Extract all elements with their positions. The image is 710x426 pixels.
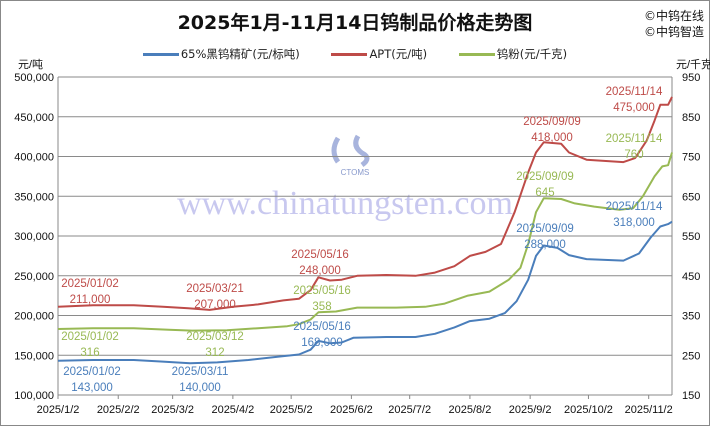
y-tick-right: 250 (682, 350, 700, 362)
series-line-2 (57, 152, 673, 332)
copyright-line: ©中钨智造 (643, 25, 704, 39)
y-tick-right: 150 (682, 390, 700, 402)
legend-item-concentrate: 65%黑钨精矿(元/标吨) (142, 46, 300, 62)
x-tick-label: 2025/7/2 (388, 404, 431, 416)
data-label-value: 316 (80, 347, 99, 359)
data-label-value: 312 (205, 347, 224, 359)
legend-item-powder: 钨粉(元/千克) (458, 46, 568, 62)
data-label-value: 760 (624, 149, 643, 161)
y-tick-left: 500,000 (14, 72, 54, 84)
data-label-value: 168,000 (301, 337, 343, 349)
data-label-date: 2025/03/11 (172, 366, 229, 378)
x-tick-label: 2025/6/2 (330, 404, 373, 416)
left-axis-unit: 元/吨 (18, 58, 43, 71)
y-tick-right: 750 (682, 152, 700, 164)
data-label-date: 2025/09/09 (516, 223, 574, 235)
data-label-value: 358 (312, 301, 331, 313)
data-label-value: 248,000 (299, 265, 341, 277)
data-label-date: 2025/11/14 (606, 201, 663, 213)
data-label-date: 2025/03/21 (186, 283, 244, 295)
data-label-date: 2025/01/02 (63, 366, 121, 378)
y-tick-right: 350 (682, 311, 700, 323)
series-line-0 (57, 220, 673, 365)
data-label-value: 475,000 (613, 102, 655, 114)
x-tick-label: 2025/4/2 (211, 404, 254, 416)
data-label-date: 2025/09/09 (516, 171, 574, 183)
y-tick-left: 250,000 (14, 271, 54, 283)
x-tick-label: 2025/1/2 (37, 404, 80, 416)
x-tick-label: 2025/5/2 (270, 404, 313, 416)
data-label-date: 2025/09/09 (523, 116, 581, 128)
legend-swatch (331, 53, 368, 56)
right-axis-unit: 元/千克 (676, 58, 710, 71)
legend-label: APT(元/吨) (369, 47, 428, 61)
y-tick-left: 400,000 (14, 152, 54, 164)
data-label-date: 2025/03/12 (186, 331, 244, 343)
chart-title: 2025年1月-11月14日钨制品价格走势图 (177, 12, 533, 34)
data-label-date: 2025/11/14 (606, 133, 663, 145)
y-tick-right: 950 (682, 72, 700, 84)
legend-swatch (458, 53, 495, 56)
data-label-date: 2025/05/16 (293, 285, 351, 297)
copyright-line: ©中钨在线 (643, 9, 704, 23)
x-tick-label: 2025/10/2 (564, 404, 613, 416)
data-label-value: 140,000 (179, 382, 221, 394)
watermark: CTOMS www.chinatungsten.com (177, 134, 513, 222)
y-tick-left: 350,000 (14, 191, 54, 203)
y-tick-left: 200,000 (14, 311, 54, 323)
legend-item-apt: APT(元/吨) (331, 46, 427, 62)
y-tick-right: 650 (682, 191, 700, 203)
data-label-date: 2025/11/14 (606, 86, 663, 98)
watermark-text: www.chinatungsten.com (177, 185, 513, 222)
x-tick-label: 2025/11/2 (625, 404, 673, 416)
x-tick-label: 2025/9/2 (509, 404, 552, 416)
copyright: ©中钨在线 ©中钨智造 (644, 8, 704, 40)
data-label-date: 2025/01/02 (61, 331, 119, 343)
data-label-value: 418,000 (531, 132, 573, 144)
y-tick-right: 850 (682, 112, 700, 124)
y-tick-right: 550 (682, 231, 700, 243)
y-tick-left: 450,000 (14, 112, 54, 124)
data-label-value: 288,000 (524, 239, 566, 251)
watermark-logo-icon (331, 134, 370, 168)
legend-label: 65%黑钨精矿(元/标吨) (180, 47, 300, 61)
x-tick-label: 2025/2/2 (97, 404, 140, 416)
legend: 65%黑钨精矿(元/标吨) APT(元/吨) 钨粉(元/千克) (0, 46, 710, 62)
series-line-1 (57, 96, 673, 311)
legend-label: 钨粉(元/千克) (496, 47, 568, 61)
data-label-date: 2025/05/16 (291, 249, 349, 261)
x-tick-label: 2025/3/2 (151, 404, 194, 416)
legend-swatch (142, 53, 179, 56)
data-label-value: 318,000 (613, 217, 655, 229)
data-label-value: 645 (535, 187, 554, 199)
y-tick-right: 450 (682, 271, 700, 283)
data-label-value: 211,000 (70, 294, 111, 306)
watermark-logo: CTOMS (341, 168, 370, 177)
y-tick-left: 150,000 (14, 350, 54, 362)
data-label-value: 143,000 (71, 382, 113, 394)
data-label-date: 2025/01/02 (61, 278, 119, 290)
data-label-value: 207,000 (194, 299, 236, 311)
y-tick-left: 100,000 (14, 390, 54, 402)
data-label-date: 2025/05/16 (293, 321, 351, 333)
y-tick-left: 300,000 (14, 231, 54, 243)
x-tick-label: 2025/8/2 (449, 404, 492, 416)
